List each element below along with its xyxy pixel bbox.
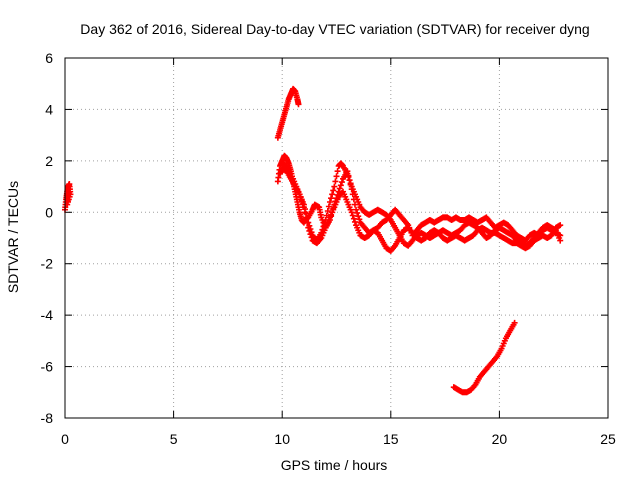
y-tick-label: 4 xyxy=(45,101,53,117)
data-point xyxy=(346,177,353,184)
series-segment-rise xyxy=(274,85,302,141)
data-point xyxy=(308,234,315,241)
plot-border xyxy=(64,57,609,419)
data-point xyxy=(557,237,564,244)
data-point xyxy=(306,227,313,234)
y-tick-label: 2 xyxy=(45,153,53,169)
data-point xyxy=(338,179,345,186)
data-point xyxy=(305,224,312,231)
data-point xyxy=(557,222,564,229)
series-track-c xyxy=(279,160,564,254)
data-point xyxy=(304,219,311,226)
data-point xyxy=(344,170,351,177)
data-point xyxy=(347,180,354,187)
data-point xyxy=(336,185,343,192)
data-point xyxy=(298,197,305,204)
y-tick-label: -2 xyxy=(41,256,54,272)
data-point xyxy=(328,195,335,202)
data-point xyxy=(337,182,344,189)
data-point xyxy=(307,231,314,238)
x-tick-label: 20 xyxy=(492,431,508,447)
x-tick-label: 0 xyxy=(61,431,69,447)
data-point xyxy=(325,203,332,210)
data-point xyxy=(330,187,337,194)
data-point xyxy=(349,212,356,219)
data-point xyxy=(297,194,304,201)
data-point xyxy=(296,191,303,198)
data-point xyxy=(332,178,339,185)
data-point xyxy=(356,216,363,223)
data-point xyxy=(300,204,307,211)
data-point xyxy=(331,183,338,190)
x-tick-label: 10 xyxy=(274,431,290,447)
grid-layer xyxy=(65,58,608,418)
data-point xyxy=(324,208,331,214)
y-tick-label: -6 xyxy=(41,359,54,375)
chart-title: Day 362 of 2016, Sidereal Day-to-day VTE… xyxy=(80,21,589,37)
points-layer xyxy=(62,85,564,396)
data-point xyxy=(350,215,357,222)
data-point xyxy=(302,209,309,216)
y-tick-label: -4 xyxy=(41,307,54,323)
data-point xyxy=(351,218,358,225)
data-point xyxy=(299,200,306,207)
x-tick-label: 25 xyxy=(600,431,616,447)
data-point xyxy=(303,214,310,221)
series-segment-start xyxy=(62,181,74,213)
x-axis-label: GPS time / hours xyxy=(281,457,388,473)
y-axis-label: SDTVAR / TECUs xyxy=(5,181,21,293)
tick-label-layer: 0 5 10 15 20 25 -8 -6 -4 -2 0 2 4 6 xyxy=(41,50,616,447)
y-tick-label: 6 xyxy=(45,50,53,66)
data-point xyxy=(345,173,352,180)
data-point xyxy=(326,199,333,205)
series-segment-low xyxy=(450,319,518,396)
data-point xyxy=(355,213,362,220)
data-point xyxy=(334,168,341,175)
y-tick-label: 0 xyxy=(45,204,53,220)
data-point xyxy=(329,191,336,198)
data-point xyxy=(295,101,302,108)
y-tick-label: -8 xyxy=(41,410,54,426)
x-tick-label: 5 xyxy=(170,431,178,447)
data-point xyxy=(354,209,361,216)
x-tick-label: 15 xyxy=(383,431,399,447)
data-point xyxy=(511,319,518,326)
data-point xyxy=(333,173,340,180)
data-point xyxy=(348,209,355,216)
data-point xyxy=(353,206,360,213)
data-point xyxy=(66,186,73,193)
